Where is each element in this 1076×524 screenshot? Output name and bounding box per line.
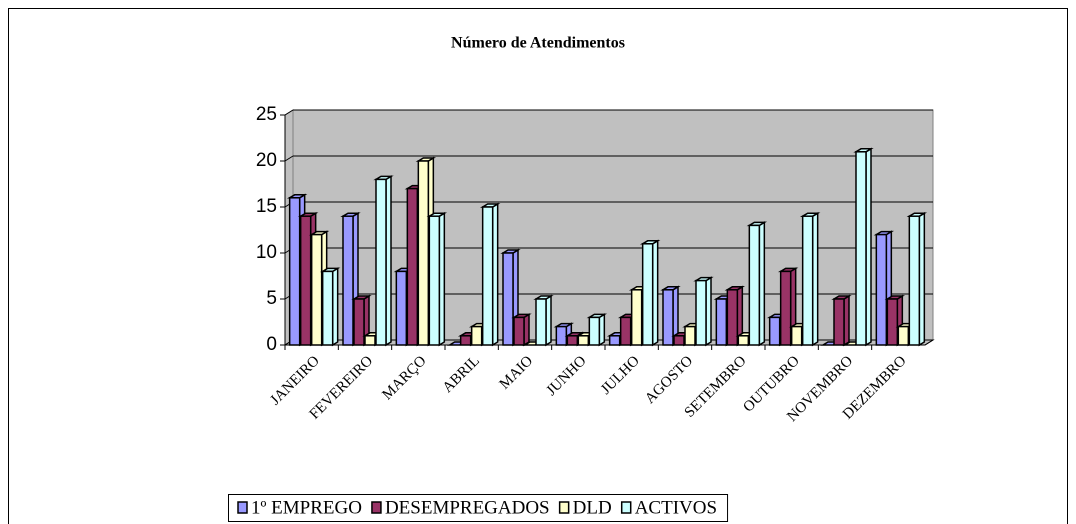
legend-swatch: [620, 501, 632, 514]
bar: [364, 335, 376, 346]
legend: 1º EMPREGO DESEMPREGADOS DLD ACTIVOS: [228, 494, 729, 522]
bar: [288, 197, 301, 346]
y-tick-label: 25: [256, 104, 277, 125]
legend-label: DLD: [573, 497, 612, 518]
bar: [353, 298, 365, 346]
bar: [855, 151, 867, 346]
bar: [428, 215, 441, 346]
grid-line-side: [284, 109, 294, 116]
chart-title: Número de Atendimentos: [451, 35, 625, 52]
bar: [641, 243, 654, 346]
bar: [555, 325, 568, 346]
legend-label: ACTIVOS: [635, 497, 717, 518]
bar: [481, 206, 494, 346]
y-tick-label: 20: [256, 150, 277, 171]
bar: [502, 252, 514, 346]
bar: [608, 335, 621, 346]
legend-swatch: [371, 501, 382, 514]
y-tick-label: 5: [266, 288, 277, 309]
bar: [310, 233, 323, 346]
bar: [779, 270, 792, 346]
y-tick-label: 15: [256, 196, 277, 217]
bar: [726, 289, 739, 346]
grid-line-side: [284, 155, 294, 162]
x-axis-end: [924, 339, 934, 346]
bar: [321, 270, 334, 346]
bar: [875, 233, 888, 346]
legend-box: [228, 494, 729, 522]
bar: [748, 224, 761, 346]
bar: [673, 335, 685, 346]
y-tick-label: 0: [266, 334, 277, 355]
bar: [886, 298, 899, 346]
bar: [801, 215, 814, 346]
bar: [833, 298, 845, 346]
legend-label: DESEMPREGADOS: [385, 497, 550, 518]
bar: [630, 289, 643, 346]
y-tick-label: 10: [256, 242, 277, 263]
bar: [395, 270, 408, 346]
bar: [470, 325, 483, 346]
bar: [577, 335, 590, 346]
bar: [406, 187, 419, 346]
legend-swatch: [558, 501, 570, 514]
bar: [513, 316, 525, 346]
bar: [695, 279, 707, 346]
bar: [684, 325, 696, 346]
bar: [908, 215, 921, 346]
bar: [375, 178, 387, 346]
legend-swatch: [237, 501, 248, 514]
bar: [566, 335, 579, 346]
bar: [715, 298, 728, 346]
bar: [459, 335, 472, 346]
bar: [619, 316, 632, 346]
bar: [768, 316, 781, 346]
legend-label: 1º EMPREGO: [251, 497, 362, 518]
bar: [737, 335, 750, 346]
bar: [790, 325, 803, 346]
bar: [897, 325, 910, 346]
bar: [299, 215, 312, 346]
bar: [342, 215, 354, 346]
bar: [662, 289, 674, 346]
bar: [417, 160, 430, 346]
bar: [588, 316, 601, 346]
bar: [535, 298, 547, 346]
